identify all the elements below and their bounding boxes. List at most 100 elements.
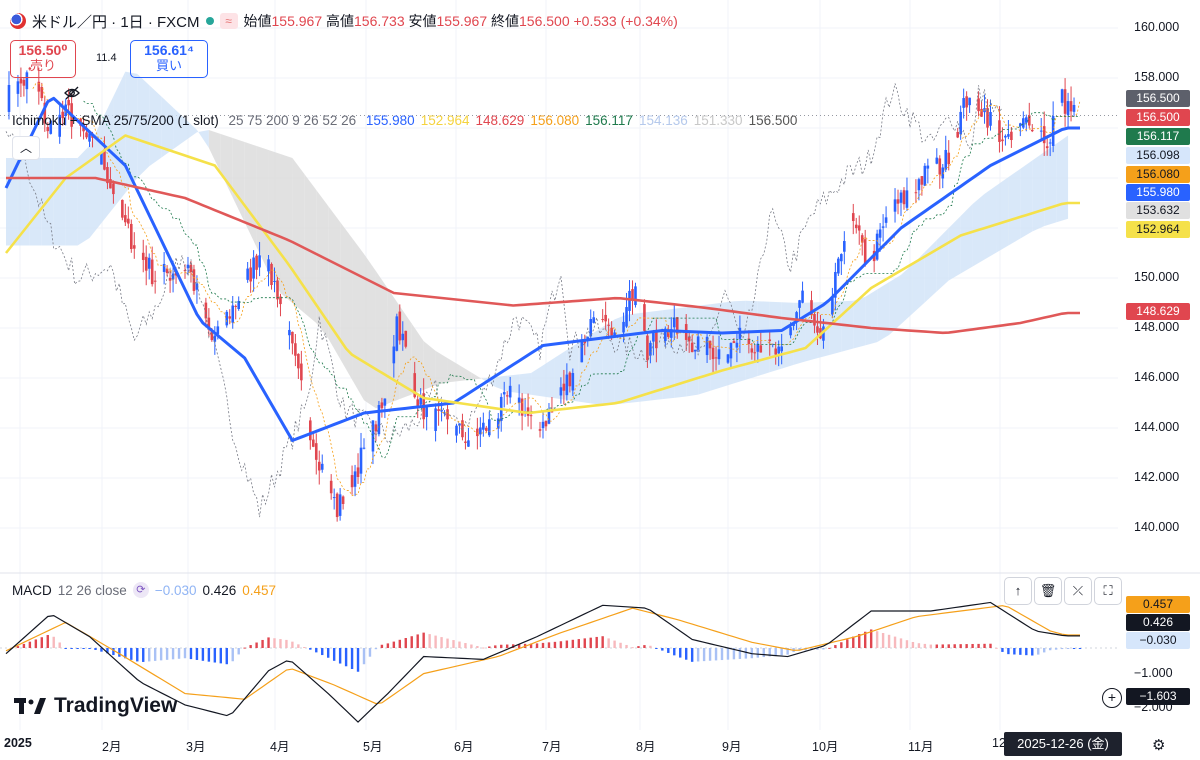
- cloud-segment: [984, 185, 997, 260]
- candle-body: [798, 300, 801, 308]
- candle-body: [485, 427, 488, 431]
- candle-body: [1010, 131, 1013, 141]
- candle-body: [655, 330, 658, 349]
- price-label: 156.098: [1126, 147, 1190, 164]
- macd-histogram-bar: [1013, 648, 1016, 655]
- candle-body: [1063, 89, 1067, 114]
- candle-body: [1027, 115, 1031, 126]
- swap-icon[interactable]: ⟳: [132, 582, 149, 598]
- candle-body: [419, 397, 422, 405]
- gear-icon[interactable]: ⚙: [1152, 737, 1166, 754]
- buy-button[interactable]: 156.61⁴ 買い: [130, 40, 208, 78]
- collapse-pane-icon[interactable]: ⤫: [1064, 577, 1092, 605]
- move-up-icon[interactable]: ↑: [1004, 577, 1032, 605]
- candle-body: [192, 269, 196, 291]
- sma-75-line: [4, 134, 1080, 414]
- cloud-segment: [1056, 135, 1069, 223]
- macd-histogram-bar: [148, 648, 151, 662]
- macd-histogram-bar: [702, 648, 706, 662]
- hide-eye-icon[interactable]: [64, 86, 80, 100]
- candle-body: [795, 312, 798, 322]
- candle-body: [297, 353, 300, 369]
- x-axis-tick: 10月: [812, 740, 839, 754]
- candle-body: [1019, 123, 1022, 127]
- candle-body: [276, 280, 279, 300]
- indicator-value-2: 148.629: [475, 113, 525, 128]
- macd-histogram-bar: [690, 648, 694, 662]
- cloud-segment: [17, 158, 30, 246]
- cloud-segment: [256, 146, 269, 272]
- candle-body: [37, 81, 41, 92]
- candle-body: [425, 407, 428, 418]
- cloud-segment: [698, 304, 711, 395]
- macd-axis-tick: −1.000: [1134, 666, 1173, 680]
- candle-body: [496, 418, 500, 429]
- add-plus-icon[interactable]: +: [1102, 688, 1122, 708]
- symbol-title[interactable]: 米ドル／円 · 1日 · FXCM: [32, 13, 200, 31]
- candle-body: [860, 235, 864, 243]
- candle-body: [735, 342, 739, 348]
- cloud-segment: [1008, 168, 1021, 246]
- candle-body: [171, 273, 175, 280]
- maximize-pane-icon[interactable]: ⛶: [1094, 577, 1122, 605]
- y-axis-tick: 150.000: [1134, 270, 1180, 284]
- sell-button[interactable]: 156.50⁰ 売り: [10, 40, 76, 78]
- candle-body: [631, 289, 634, 301]
- candle-body: [7, 84, 11, 112]
- macd-histogram-bar: [869, 629, 873, 648]
- candle-body: [941, 167, 945, 179]
- macd-legend[interactable]: MACD 12 26 close ⟳ −0.030 0.426 0.457: [12, 582, 276, 598]
- indicator-value-6: 151.330: [693, 113, 743, 128]
- cloud-segment: [435, 350, 448, 386]
- indicator-value-4: 156.117: [585, 113, 633, 128]
- price-label: 148.629: [1126, 303, 1190, 320]
- macd-histogram-bar: [362, 648, 366, 665]
- macd-label: MACD: [12, 582, 52, 598]
- indicator-value-0: 155.980: [365, 113, 415, 128]
- macd-histogram-bar: [100, 648, 103, 652]
- candle-body: [374, 424, 378, 432]
- macd-histogram-bar: [852, 636, 855, 648]
- candle-body: [628, 290, 631, 311]
- macd-histogram-bar: [136, 648, 139, 662]
- candle-body: [747, 338, 751, 345]
- ohlc-readout: 始値155.967 高値156.733 安値155.967 終値156.500 …: [244, 11, 678, 31]
- macd-histogram-bar: [506, 644, 509, 648]
- macd-histogram-bar: [887, 634, 891, 648]
- candle-body: [437, 409, 440, 411]
- candle-body: [413, 373, 417, 398]
- macd-histogram-bar: [989, 643, 992, 648]
- macd-histogram-bar: [571, 639, 575, 648]
- indicator-legend[interactable]: Ichimoku + SMA 25/75/200 (1 slot) 25 75 …: [12, 113, 803, 128]
- cloud-segment: [531, 365, 543, 397]
- macd-hist-value: −0.030: [154, 582, 197, 598]
- candle-body: [353, 471, 357, 487]
- candle-body: [43, 102, 47, 124]
- macd-histogram-bar: [1025, 648, 1028, 656]
- trash-icon[interactable]: 🗑: [1034, 577, 1062, 605]
- candle-body: [112, 183, 115, 195]
- open-value: 155.967: [271, 13, 323, 29]
- cloud-segment: [1020, 160, 1033, 239]
- candle-body: [813, 313, 816, 326]
- cloud-segment: [77, 145, 90, 246]
- macd-histogram-bar: [673, 648, 676, 656]
- candle-body: [168, 277, 172, 281]
- macd-histogram-bar: [762, 648, 765, 658]
- candle-body: [541, 421, 545, 429]
- candle-body: [589, 319, 593, 337]
- candle-body: [726, 354, 730, 363]
- macd-histogram-bar: [649, 645, 652, 648]
- macd-histogram-bar: [1031, 648, 1034, 656]
- cloud-segment: [877, 282, 890, 343]
- macd-histogram-bar: [404, 638, 407, 648]
- cloud-segment: [292, 158, 305, 313]
- candle-body: [58, 114, 61, 137]
- collapse-legend-button[interactable]: ︿: [12, 136, 40, 160]
- macd-histogram-bar: [1019, 648, 1022, 655]
- macd-histogram-bar: [446, 638, 449, 648]
- candle-body: [132, 245, 136, 249]
- candle-body: [267, 259, 270, 272]
- macd-value-label: 0.426: [1126, 614, 1190, 631]
